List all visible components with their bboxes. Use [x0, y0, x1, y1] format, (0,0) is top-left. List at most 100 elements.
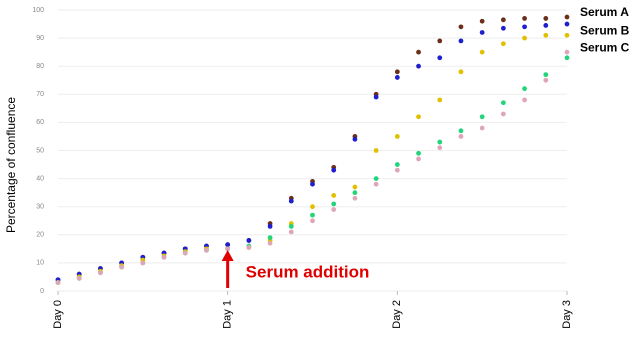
data-point: [522, 35, 527, 41]
data-point: [161, 254, 167, 260]
data-point: [458, 38, 464, 44]
data-point: [310, 218, 315, 224]
x-tick-label: Day 3: [561, 300, 573, 329]
data-point: [394, 167, 400, 173]
data-point: [310, 212, 315, 218]
data-point: [246, 245, 252, 250]
data-point: [437, 97, 443, 103]
data-point: [458, 69, 464, 75]
data-point: [394, 134, 400, 139]
data-point: [458, 134, 464, 139]
y-tick-label: 100: [32, 7, 44, 14]
data-point: [310, 181, 315, 187]
data-point: [543, 16, 549, 21]
data-point: [564, 14, 570, 20]
data-point: [119, 264, 125, 270]
y-tick-label: 70: [36, 91, 44, 98]
data-point: [352, 190, 358, 196]
data-point: [373, 94, 379, 100]
data-point: [331, 193, 337, 198]
y-tick-label: 80: [36, 63, 44, 70]
data-point: [204, 247, 209, 253]
data-point: [522, 24, 527, 30]
data-point: [55, 280, 61, 285]
series-label: Serum B: [580, 23, 630, 37]
data-point: [352, 184, 358, 190]
data-point: [522, 86, 527, 92]
y-axis-label: Percentage of confluence: [4, 97, 18, 233]
data-point: [331, 201, 337, 207]
data-point: [352, 136, 358, 142]
data-point: [352, 195, 358, 201]
data-point: [288, 229, 294, 235]
series-label: Serum C: [580, 40, 630, 54]
y-tick-label: 60: [36, 119, 44, 126]
data-point: [267, 235, 273, 241]
data-point: [140, 260, 146, 266]
data-point: [564, 32, 570, 38]
data-point: [416, 49, 421, 55]
data-point: [267, 223, 273, 229]
data-point: [437, 55, 443, 61]
data-point: [331, 167, 337, 173]
annotation-text: Serum addition: [246, 262, 370, 281]
data-point: [225, 242, 231, 248]
data-point: [479, 49, 485, 55]
data-point: [543, 23, 549, 28]
data-point: [500, 41, 506, 47]
data-point: [373, 181, 379, 187]
data-point: [543, 32, 549, 38]
x-tick-label: Day 1: [222, 300, 234, 329]
data-point: [543, 72, 549, 78]
y-tick-label: 10: [36, 260, 44, 267]
data-point: [458, 128, 464, 134]
data-point: [373, 176, 379, 182]
data-point: [98, 270, 103, 276]
data-point: [394, 69, 400, 75]
data-point: [76, 275, 82, 281]
data-point: [500, 111, 506, 117]
data-point: [310, 204, 315, 210]
y-tick-label: 90: [36, 35, 44, 42]
data-point: [437, 38, 443, 44]
data-point: [500, 25, 506, 31]
data-point: [182, 250, 188, 256]
y-tick-label: 50: [36, 147, 44, 154]
data-point: [522, 97, 527, 103]
data-point: [331, 207, 337, 212]
data-point: [564, 55, 570, 61]
data-point: [564, 49, 570, 55]
annotation-arrowhead: [221, 250, 234, 261]
data-point: [288, 198, 294, 204]
data-point: [416, 156, 421, 162]
x-tick-label: Day 0: [52, 300, 64, 329]
data-point: [458, 24, 464, 30]
series-label: Serum A: [580, 5, 629, 19]
data-point: [564, 21, 570, 27]
data-point: [522, 16, 527, 21]
data-point: [394, 162, 400, 167]
data-point: [479, 30, 485, 35]
data-point: [267, 240, 273, 246]
data-point: [416, 114, 421, 120]
data-point: [437, 139, 443, 145]
data-point: [479, 125, 485, 131]
data-point: [500, 17, 506, 23]
y-tick-label: 0: [40, 288, 44, 295]
y-tick-label: 40: [36, 175, 44, 182]
data-point: [416, 150, 421, 156]
data-point: [543, 77, 549, 83]
x-tick-label: Day 2: [391, 300, 403, 329]
data-point: [225, 246, 231, 252]
data-point: [479, 18, 485, 24]
y-tick-label: 20: [36, 232, 44, 239]
data-point: [373, 148, 379, 153]
data-point: [246, 238, 252, 243]
data-point: [416, 63, 421, 69]
y-tick-label: 30: [36, 204, 44, 211]
data-point: [479, 114, 485, 120]
data-point: [437, 145, 443, 151]
data-point: [288, 223, 294, 229]
data-point: [500, 100, 506, 106]
